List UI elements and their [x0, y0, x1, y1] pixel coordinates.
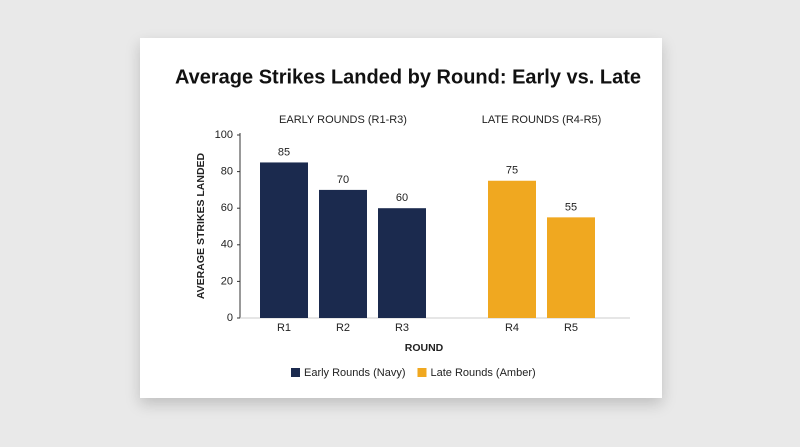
- y-tick-label: 80: [221, 166, 233, 178]
- legend-label: Late Rounds (Amber): [430, 367, 535, 379]
- y-axis-label: AVERAGE STRIKES LANDED: [195, 152, 207, 299]
- value-label: 85: [278, 146, 290, 158]
- value-label: 70: [337, 174, 349, 186]
- bar: [319, 189, 367, 318]
- legend-label: Early Rounds (Navy): [304, 367, 405, 379]
- group-label: LATE ROUNDS (R4-R5): [482, 114, 602, 126]
- value-label: 55: [565, 201, 577, 213]
- x-axis-label: ROUND: [405, 342, 444, 354]
- y-tick-label: 0: [227, 312, 233, 324]
- y-tick-label: 60: [221, 202, 233, 214]
- x-tick-label: R3: [395, 322, 409, 334]
- y-tick-label: 40: [221, 239, 233, 251]
- value-label: 75: [506, 165, 518, 177]
- x-tick-label: R4: [505, 322, 519, 334]
- value-label: 60: [396, 192, 408, 204]
- group-label: EARLY ROUNDS (R1-R3): [279, 114, 407, 126]
- bar: [547, 217, 595, 318]
- legend-swatch: [291, 368, 300, 377]
- y-tick-label: 20: [221, 275, 233, 287]
- x-tick-label: R2: [336, 322, 350, 334]
- bar: [488, 180, 536, 318]
- bar: [260, 162, 308, 318]
- x-tick-label: R5: [564, 322, 578, 334]
- chart-title: Average Strikes Landed by Round: Early v…: [175, 66, 641, 88]
- x-tick-label: R1: [277, 322, 291, 334]
- y-tick-label: 100: [215, 129, 233, 141]
- bar: [378, 208, 426, 318]
- legend-swatch: [417, 368, 427, 377]
